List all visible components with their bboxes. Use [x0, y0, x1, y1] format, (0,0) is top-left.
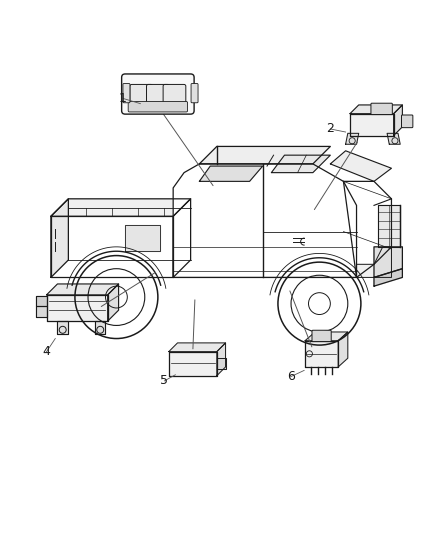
Polygon shape [343, 181, 392, 277]
Polygon shape [346, 133, 359, 144]
Polygon shape [199, 147, 330, 164]
Polygon shape [272, 155, 330, 173]
Polygon shape [374, 247, 403, 277]
Polygon shape [35, 306, 46, 317]
Polygon shape [387, 133, 400, 144]
Text: 2: 2 [326, 123, 334, 135]
Polygon shape [199, 166, 263, 181]
Polygon shape [51, 216, 173, 277]
Polygon shape [95, 321, 106, 334]
Text: 6: 6 [287, 370, 295, 383]
Text: 1: 1 [119, 92, 127, 105]
Polygon shape [51, 199, 191, 216]
Polygon shape [35, 296, 46, 306]
Polygon shape [357, 247, 392, 277]
Polygon shape [46, 284, 119, 295]
Polygon shape [217, 343, 226, 376]
FancyBboxPatch shape [163, 84, 186, 103]
Polygon shape [169, 352, 217, 376]
Polygon shape [330, 151, 392, 181]
Text: 4: 4 [42, 345, 50, 358]
FancyBboxPatch shape [312, 330, 331, 342]
FancyBboxPatch shape [122, 74, 194, 114]
FancyBboxPatch shape [123, 84, 130, 103]
Polygon shape [338, 332, 348, 367]
Polygon shape [169, 343, 226, 352]
Polygon shape [173, 164, 357, 277]
Polygon shape [125, 225, 160, 251]
Polygon shape [173, 199, 191, 277]
Polygon shape [108, 284, 119, 321]
Polygon shape [217, 358, 226, 369]
Polygon shape [374, 269, 403, 286]
Polygon shape [57, 321, 68, 334]
FancyBboxPatch shape [402, 115, 413, 128]
FancyBboxPatch shape [147, 84, 169, 103]
Polygon shape [305, 332, 348, 341]
FancyBboxPatch shape [191, 84, 198, 103]
Polygon shape [350, 114, 394, 135]
FancyBboxPatch shape [371, 103, 392, 115]
Polygon shape [394, 105, 403, 135]
FancyBboxPatch shape [128, 101, 187, 112]
FancyBboxPatch shape [130, 84, 152, 103]
Polygon shape [350, 105, 403, 114]
Polygon shape [51, 199, 68, 277]
Polygon shape [378, 205, 400, 247]
Polygon shape [46, 295, 108, 321]
Text: 5: 5 [160, 374, 169, 387]
Polygon shape [305, 341, 338, 367]
